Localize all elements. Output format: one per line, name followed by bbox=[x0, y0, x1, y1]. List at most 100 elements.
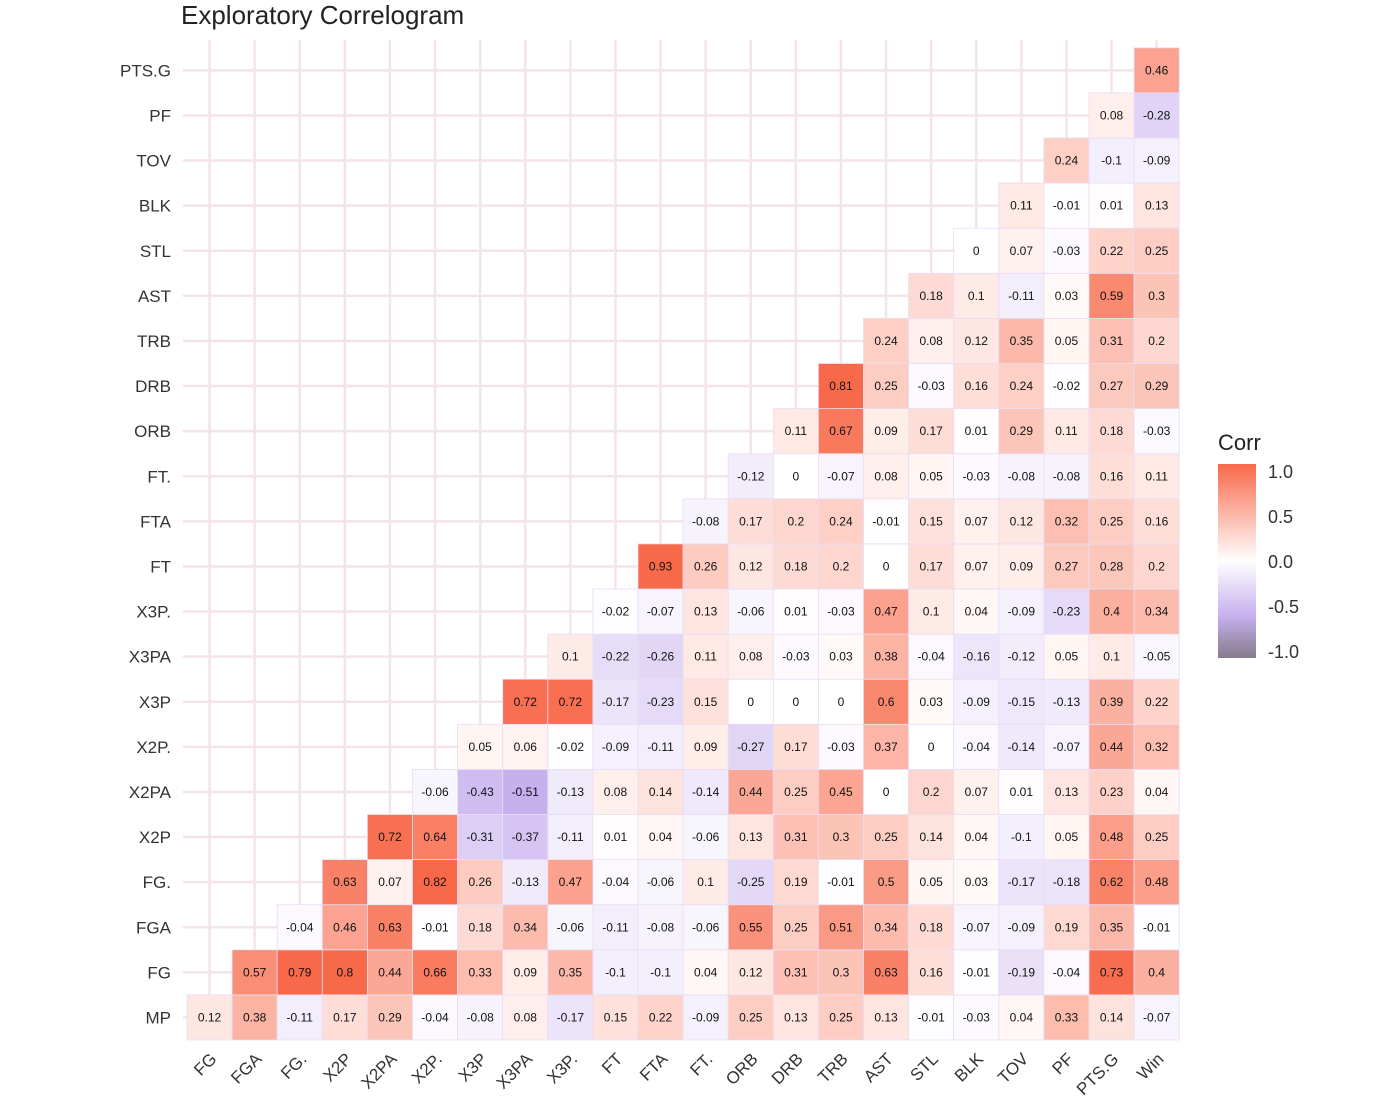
cell-value-label: 0.47 bbox=[559, 875, 583, 889]
y-tick-label: STL bbox=[140, 242, 171, 261]
heatmap-cell bbox=[592, 994, 639, 1041]
heatmap-cell bbox=[1088, 723, 1135, 770]
y-tick-label: FG bbox=[147, 963, 171, 982]
heatmap-cell bbox=[682, 859, 729, 906]
cell-value-label: -0.02 bbox=[1053, 379, 1081, 393]
heatmap-cell bbox=[366, 859, 413, 906]
cell-value-label: -0.09 bbox=[1008, 605, 1036, 619]
x-tick-label: X2PA bbox=[357, 1049, 401, 1093]
heatmap-cell bbox=[818, 543, 864, 590]
heatmap-cell bbox=[1133, 272, 1180, 319]
cell-value-label: -0.22 bbox=[602, 650, 630, 664]
cell-value-label: 0.17 bbox=[919, 559, 943, 573]
heatmap-cell bbox=[908, 994, 955, 1041]
heatmap-cell bbox=[1043, 498, 1090, 545]
heatmap-cell bbox=[998, 588, 1045, 635]
cell-value-label: 0.4 bbox=[1103, 605, 1120, 619]
cell-value-label: 0.12 bbox=[739, 559, 763, 573]
cell-value-label: 0.38 bbox=[243, 1010, 267, 1024]
heatmap-cell bbox=[547, 949, 594, 996]
heatmap-cell bbox=[908, 859, 955, 906]
cell-value-label: -0.04 bbox=[1053, 965, 1081, 979]
cell-value-label: 0.18 bbox=[919, 920, 943, 934]
cell-value-label: 0.06 bbox=[514, 740, 538, 754]
legend-tick-label: 1.0 bbox=[1268, 462, 1294, 482]
heatmap-cell bbox=[1043, 408, 1090, 455]
heatmap-cell bbox=[1043, 994, 1090, 1041]
cell-value-label: 0.19 bbox=[1055, 920, 1079, 934]
heatmap-cell bbox=[818, 859, 864, 906]
x-tick-label: FG bbox=[190, 1049, 220, 1079]
heatmap-cell bbox=[1088, 92, 1135, 139]
heatmap-cell bbox=[682, 814, 729, 860]
cell-value-label: -0.06 bbox=[692, 830, 720, 844]
heatmap-cell bbox=[908, 678, 955, 725]
x-tick-label: X3P. bbox=[543, 1049, 581, 1087]
heatmap-cell bbox=[772, 994, 819, 1041]
heatmap-cell bbox=[1133, 678, 1180, 725]
heatmap-cell bbox=[863, 633, 909, 680]
cell-value-label: 0.57 bbox=[243, 965, 267, 979]
heatmap-cell bbox=[772, 769, 819, 815]
y-tick-label: FTA bbox=[140, 512, 172, 531]
cell-value-label: 0.1 bbox=[968, 289, 985, 303]
heatmap-cell bbox=[1088, 678, 1135, 725]
cell-value-label: 0.82 bbox=[423, 875, 447, 889]
heatmap-cell bbox=[1043, 588, 1090, 635]
y-tick-label: FT. bbox=[147, 467, 171, 486]
cell-value-label: 0 bbox=[747, 695, 754, 709]
cell-value-label: 0.08 bbox=[514, 1010, 538, 1024]
cell-value-label: -0.06 bbox=[737, 605, 765, 619]
heatmap-cell bbox=[1133, 92, 1180, 139]
cell-value-label: -0.17 bbox=[602, 695, 630, 709]
cell-value-label: 0.25 bbox=[784, 920, 808, 934]
heatmap-cell bbox=[953, 408, 1000, 455]
cell-value-label: 0.13 bbox=[874, 1010, 898, 1024]
cell-value-label: 0.48 bbox=[1145, 875, 1169, 889]
heatmap-cell bbox=[953, 272, 1000, 319]
heatmap-cell bbox=[727, 498, 774, 545]
cell-value-label: 0.51 bbox=[829, 920, 853, 934]
cell-value-label: 0.18 bbox=[468, 920, 492, 934]
cell-value-label: 0.2 bbox=[1148, 559, 1165, 573]
cell-value-label: 0.45 bbox=[829, 785, 853, 799]
heatmap-cell bbox=[682, 588, 729, 635]
cell-value-label: 0.24 bbox=[1010, 379, 1034, 393]
cell-value-label: -0.37 bbox=[512, 830, 540, 844]
y-axis-labels: MP FG FGA FG. X2P X2PA X2P. X3P X3PA X3P. FT FTA FT.… bbox=[120, 61, 172, 1027]
cell-value-label: -0.04 bbox=[602, 875, 630, 889]
heatmap-cell bbox=[502, 723, 549, 770]
heatmap-cell bbox=[276, 949, 323, 996]
cell-value-label: -0.08 bbox=[1008, 469, 1036, 483]
heatmap-cell bbox=[818, 814, 864, 860]
heatmap-cell bbox=[1133, 814, 1180, 860]
cell-value-label: 0.07 bbox=[378, 875, 402, 889]
heatmap-cell bbox=[1088, 408, 1135, 455]
heatmap-cell bbox=[682, 723, 729, 770]
x-tick-label: FG. bbox=[277, 1049, 310, 1082]
heatmap-cell bbox=[818, 363, 864, 409]
y-tick-label: X3P. bbox=[136, 603, 171, 622]
cell-value-label: 0.25 bbox=[874, 830, 898, 844]
cell-value-label: -0.07 bbox=[1143, 1010, 1171, 1024]
cell-value-label: 0.16 bbox=[1145, 514, 1169, 528]
heatmap-cell bbox=[953, 769, 1000, 815]
cell-value-label: 0.31 bbox=[784, 830, 808, 844]
heatmap-cell bbox=[772, 904, 819, 951]
cell-value-label: -0.17 bbox=[557, 1010, 585, 1024]
cell-value-label: 0.01 bbox=[604, 830, 628, 844]
heatmap-cell bbox=[457, 859, 504, 906]
heatmap-cell bbox=[863, 904, 909, 951]
cell-value-label: -0.11 bbox=[647, 740, 674, 754]
cell-value-label: 0.2 bbox=[833, 559, 850, 573]
cell-value-label: -0.14 bbox=[1008, 740, 1036, 754]
cell-value-label: 0.07 bbox=[965, 785, 989, 799]
cell-value-label: 0.46 bbox=[333, 920, 357, 934]
cell-value-label: -0.07 bbox=[1053, 740, 1081, 754]
cell-value-label: 0.55 bbox=[739, 920, 763, 934]
cell-value-label: 0.14 bbox=[649, 785, 673, 799]
heatmap-cell bbox=[908, 543, 955, 590]
heatmap-cell bbox=[998, 408, 1045, 455]
heatmap-cell bbox=[863, 949, 909, 996]
y-tick-label: TOV bbox=[136, 152, 171, 171]
